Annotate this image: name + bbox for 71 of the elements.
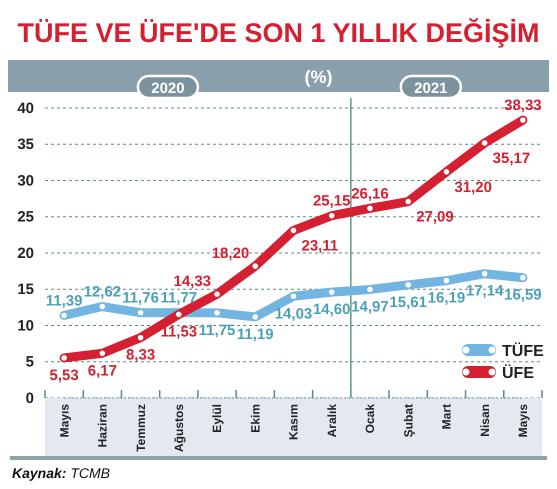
x-tick-label: Ağustos (172, 404, 186, 452)
y-tick-label: 35 (17, 136, 34, 154)
data-label: 27,09 (416, 208, 454, 226)
point (404, 281, 412, 289)
x-tick-label: Aralık (324, 404, 339, 438)
data-label: 14,97 (351, 298, 389, 316)
data-label: 14,60 (312, 301, 351, 318)
point (442, 276, 450, 284)
data-label: 17,14 (466, 282, 504, 300)
y-tick-label: 20 (17, 244, 34, 262)
x-tick-label: Ocak (363, 404, 378, 434)
point (290, 292, 298, 300)
data-label: 23,11 (302, 237, 338, 254)
data-label: 11,76 (122, 290, 159, 307)
x-tick-label: Haziran (96, 404, 110, 448)
data-label: 38,33 (504, 97, 542, 114)
data-label: 11,77 (160, 290, 198, 307)
x-tick-label: Kasım (286, 404, 301, 440)
data-label: 12,62 (84, 284, 122, 301)
point (136, 334, 144, 342)
x-tick-label: Ekim (248, 404, 262, 433)
data-label: 11,75 (198, 322, 236, 339)
y-tick-label: 30 (17, 172, 34, 190)
point (404, 198, 412, 206)
x-tick-label: Mayıs (516, 404, 530, 438)
data-label: 14,33 (173, 273, 212, 290)
data-label: 18,20 (212, 245, 250, 262)
point (213, 290, 221, 298)
data-label: 8,33 (126, 346, 156, 364)
year-badge: 2020 (136, 74, 200, 100)
data-label: 11,53 (160, 323, 198, 340)
data-label: 6,17 (88, 362, 117, 380)
y-tick-label: 5 (26, 354, 34, 371)
legend-label: TÜFE (502, 342, 544, 360)
point (213, 309, 221, 317)
data-label: 14,03 (274, 305, 312, 322)
data-label: 31,20 (454, 178, 492, 196)
x-tick-label: Eylül (210, 404, 224, 433)
point (480, 139, 488, 147)
data-label: 16,59 (504, 286, 542, 304)
text: Kaynak: TCMB (12, 465, 110, 481)
x-tick-label: Mayıs (57, 404, 72, 438)
chart-subtitle: (%) (304, 67, 332, 87)
legend-label: ÜFE (502, 364, 534, 382)
y-tick-label: 25 (17, 208, 34, 226)
point (519, 116, 527, 124)
y-tick-label: 15 (17, 281, 34, 298)
chart-title: TÜFE VE ÜFE'DE SON 1 YILLIK DEĞİŞİM (18, 18, 540, 48)
x-tick-label: Temmuz (134, 404, 148, 452)
data-label: 25,15 (312, 192, 351, 210)
y-tick-label: 10 (17, 317, 34, 334)
point (98, 302, 106, 310)
data-label: 15,61 (389, 294, 427, 311)
point (366, 204, 374, 212)
year-badge: 2021 (400, 74, 462, 100)
point (290, 226, 298, 234)
data-label: 11,39 (46, 292, 82, 310)
data-label: 26,16 (351, 185, 389, 202)
x-tick-label: Şubat (401, 404, 416, 438)
point (60, 354, 68, 362)
data-label: 16,19 (428, 290, 466, 307)
y-tick-label: 40 (17, 100, 34, 117)
data-label: 11,19 (236, 326, 274, 343)
data-label: 35,17 (492, 150, 530, 168)
data-label: 5,53 (50, 366, 79, 384)
point (60, 312, 68, 320)
point (366, 286, 374, 294)
x-tick-label: Nisan (478, 404, 492, 437)
point (442, 168, 450, 176)
x-tick-label: Mart (440, 404, 454, 430)
y-tick-label: 0 (26, 390, 34, 407)
